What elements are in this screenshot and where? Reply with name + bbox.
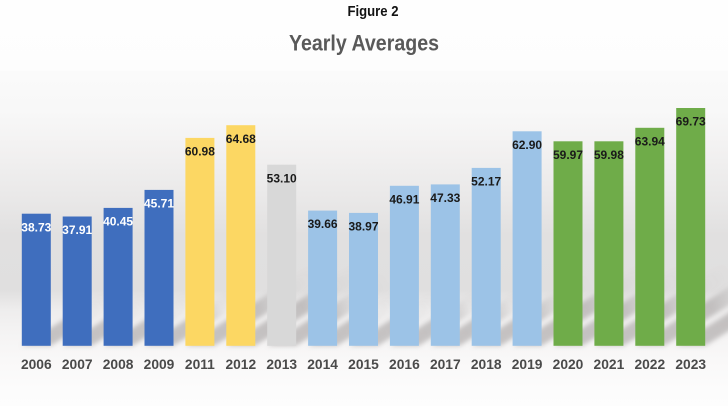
svg-text:40.45: 40.45 xyxy=(103,215,133,229)
svg-text:2014: 2014 xyxy=(307,357,338,372)
svg-text:53.10: 53.10 xyxy=(267,171,297,185)
svg-text:60.98: 60.98 xyxy=(185,145,215,159)
svg-text:2011: 2011 xyxy=(185,357,215,372)
svg-text:2021: 2021 xyxy=(594,357,625,372)
svg-text:64.68: 64.68 xyxy=(226,132,256,146)
svg-text:2015: 2015 xyxy=(348,357,379,372)
svg-text:52.17: 52.17 xyxy=(471,175,501,189)
svg-text:Figure 2: Figure 2 xyxy=(348,3,399,20)
svg-text:2008: 2008 xyxy=(103,357,134,372)
svg-text:2019: 2019 xyxy=(512,357,543,372)
svg-text:2009: 2009 xyxy=(144,357,175,372)
svg-text:2022: 2022 xyxy=(634,357,665,372)
svg-text:47.33: 47.33 xyxy=(430,191,460,205)
svg-text:69.73: 69.73 xyxy=(676,115,706,129)
svg-text:63.94: 63.94 xyxy=(635,134,665,148)
svg-text:37.91: 37.91 xyxy=(62,223,92,237)
svg-text:38.97: 38.97 xyxy=(348,220,378,234)
svg-text:2016: 2016 xyxy=(389,357,420,372)
svg-text:46.91: 46.91 xyxy=(389,192,419,206)
svg-text:59.98: 59.98 xyxy=(594,148,624,162)
svg-text:2018: 2018 xyxy=(471,357,502,372)
svg-text:59.97: 59.97 xyxy=(553,148,583,162)
svg-text:2020: 2020 xyxy=(553,357,584,372)
svg-text:45.71: 45.71 xyxy=(144,197,174,211)
svg-text:2023: 2023 xyxy=(675,357,706,372)
svg-text:62.90: 62.90 xyxy=(512,138,542,152)
svg-text:2013: 2013 xyxy=(266,357,297,372)
svg-text:2012: 2012 xyxy=(225,357,256,372)
svg-text:2017: 2017 xyxy=(430,357,461,372)
svg-text:2006: 2006 xyxy=(21,357,52,372)
svg-text:39.66: 39.66 xyxy=(308,217,338,231)
svg-text:2007: 2007 xyxy=(62,357,93,372)
svg-text:38.73: 38.73 xyxy=(21,220,51,234)
svg-text:Yearly Averages: Yearly Averages xyxy=(289,31,439,56)
